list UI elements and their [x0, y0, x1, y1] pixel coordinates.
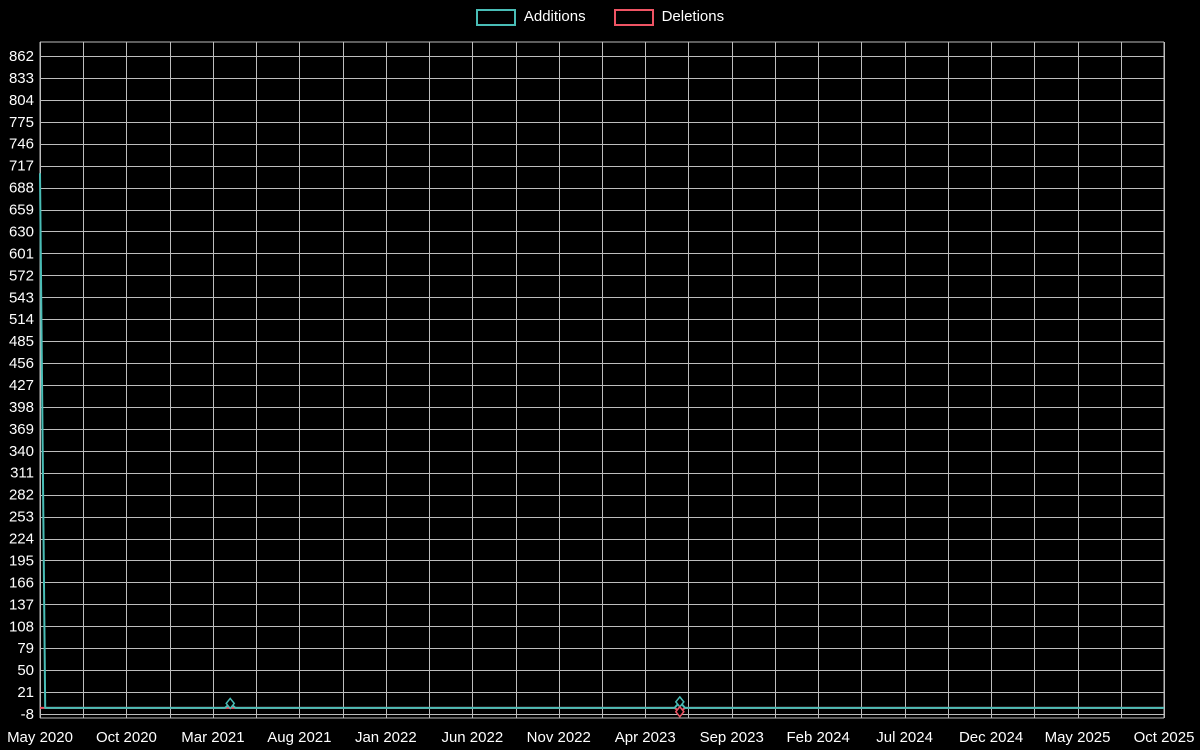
additions-line: [39, 173, 1164, 709]
y-axis-tick-label: 543: [9, 289, 34, 306]
y-axis-tick-label: 717: [9, 158, 34, 175]
x-axis-tick-label: Jun 2022: [441, 729, 503, 746]
y-axis-tick-label: 195: [9, 552, 34, 569]
legend-item-deletions[interactable]: Deletions: [613, 8, 725, 26]
y-axis-tick-label: -8: [21, 706, 34, 723]
chart-legend: Additions Deletions: [0, 8, 1200, 26]
y-axis-tick-label: 427: [9, 377, 34, 394]
y-axis-tick-label: 166: [9, 574, 34, 591]
deletions-spike-marker-icon: [674, 705, 685, 718]
y-axis-tick-label: 572: [9, 267, 34, 284]
y-axis-tick-label: 398: [9, 399, 34, 416]
x-axis-tick-label: Oct 2025: [1134, 729, 1195, 746]
x-axis-tick-label: Sep 2023: [700, 729, 764, 746]
y-axis-tick-label: 514: [9, 311, 34, 328]
y-axis-tick-label: 79: [17, 640, 34, 657]
y-axis-tick-label: 253: [9, 509, 34, 526]
x-axis-tick-label: Mar 2021: [181, 729, 244, 746]
y-axis-tick-label: 804: [9, 92, 34, 109]
x-axis-tick-label: Apr 2023: [615, 729, 676, 746]
y-axis-tick-label: 659: [9, 202, 34, 219]
y-axis-tick-label: 137: [9, 596, 34, 613]
x-axis-tick-label: Aug 2021: [267, 729, 331, 746]
y-axis-tick-label: 630: [9, 223, 34, 240]
x-axis-tick-label: May 2020: [7, 729, 73, 746]
y-axis-tick-label: 21: [17, 684, 34, 701]
x-axis-tick-label: Feb 2024: [786, 729, 849, 746]
y-axis-tick-label: 862: [9, 48, 34, 65]
y-axis-tick-label: 775: [9, 114, 34, 131]
additions-spike-marker-icon: [225, 697, 236, 710]
y-axis-tick-label: 224: [9, 531, 34, 548]
deletions-swatch-icon: [613, 8, 654, 26]
legend-label-deletions: Deletions: [661, 8, 725, 25]
y-axis-tick-label: 456: [9, 355, 34, 372]
legend-label-additions: Additions: [523, 8, 586, 25]
y-axis-tick-label: 369: [9, 421, 34, 438]
x-axis-tick-label: Nov 2022: [527, 729, 591, 746]
additions-swatch-icon: [475, 8, 516, 26]
y-axis-tick-label: 108: [9, 618, 34, 635]
x-axis-tick-label: Jan 2022: [355, 729, 417, 746]
y-axis-tick-label: 485: [9, 333, 34, 350]
y-axis-tick-label: 601: [9, 245, 34, 262]
y-axis-tick-label: 311: [10, 465, 34, 482]
y-axis-tick-label: 50: [17, 662, 34, 679]
legend-item-additions[interactable]: Additions: [475, 8, 586, 26]
x-axis-tick-label: Dec 2024: [959, 729, 1023, 746]
y-axis-tick-label: 746: [9, 136, 34, 153]
x-axis-tick-label: Oct 2020: [96, 729, 157, 746]
y-axis-tick-label: 688: [9, 180, 34, 197]
y-axis-tick-label: 833: [9, 70, 34, 87]
y-axis-tick-label: 340: [9, 443, 34, 460]
x-axis-tick-label: May 2025: [1045, 729, 1111, 746]
x-axis-tick-label: Jul 2024: [876, 729, 933, 746]
y-axis-tick-label: 282: [9, 487, 34, 504]
